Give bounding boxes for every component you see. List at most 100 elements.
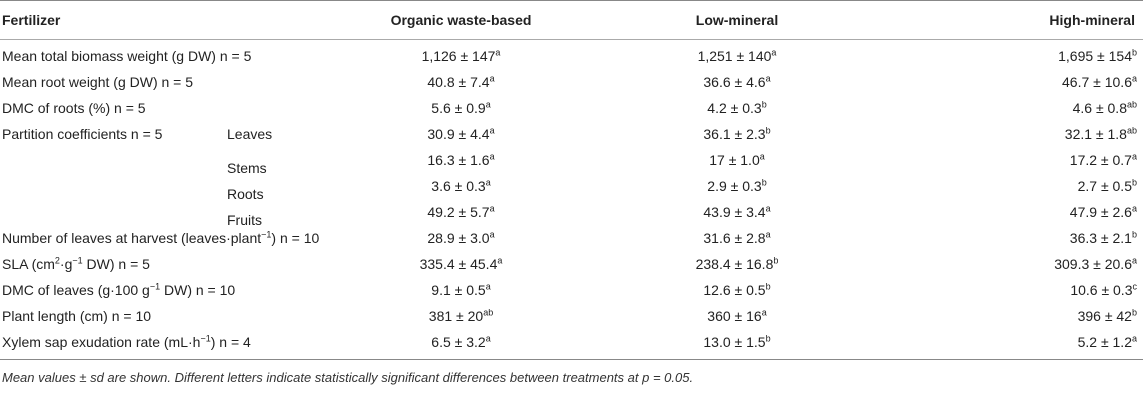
- high-mineral-value: 4.6 ± 0.8: [1072, 100, 1127, 116]
- low-mineral-value-cell: 43.9 ± 3.4a: [592, 199, 882, 225]
- row-label-cell: Number of leaves at harvest (leaves·plan…: [0, 225, 330, 251]
- low-mineral-value: 4.2 ± 0.3: [707, 100, 762, 116]
- low-mineral-value-cell: 31.6 ± 2.8a: [592, 225, 882, 251]
- header-organic: Organic waste-based: [330, 0, 592, 40]
- organic-value-cell: 3.6 ± 0.3a: [330, 173, 592, 199]
- row-label-cell: DMC of roots (%) n = 5: [0, 95, 330, 121]
- table-header: Fertilizer Organic waste-based Low-miner…: [0, 0, 1143, 40]
- row-sublabel: Leaves: [227, 126, 273, 142]
- organic-value: 30.9 ± 4.4: [427, 126, 490, 142]
- significance-letter: c: [1132, 281, 1138, 292]
- significance-letter: a: [771, 47, 777, 58]
- significance-letter: b: [1131, 229, 1137, 240]
- high-mineral-value: 17.2 ± 0.7: [1069, 152, 1132, 168]
- organic-value: 5.6 ± 0.9: [431, 100, 486, 116]
- high-mineral-value-cell: 32.1 ± 1.8ab: [882, 121, 1143, 147]
- low-mineral-value-cell: 360 ± 16a: [592, 303, 882, 329]
- significance-letter: b: [761, 177, 767, 188]
- table-body: Mean total biomass weight (g DW) n = 5 1,…: [0, 40, 1143, 360]
- low-mineral-value-cell: 36.6 ± 4.6a: [592, 69, 882, 95]
- sample-size: n = 5: [219, 48, 252, 64]
- organic-value-cell: 6.5 ± 3.2a: [330, 329, 592, 360]
- row-label: DMC of leaves (g·100 g: [2, 282, 150, 298]
- row-label-cell: DMC of leaves (g·100 g−1 DW) n = 10: [0, 277, 330, 303]
- low-mineral-value-cell: 13.0 ± 1.5b: [592, 329, 882, 360]
- significance-letter: a: [489, 125, 495, 136]
- high-mineral-value-cell: 2.7 ± 0.5b: [882, 173, 1143, 199]
- row-sublabel: Stems: [227, 160, 267, 176]
- high-mineral-value: 1,695 ± 154: [1058, 48, 1132, 64]
- organic-value-cell: 49.2 ± 5.7a: [330, 199, 592, 225]
- high-mineral-value-cell: 309.3 ± 20.6a: [882, 251, 1143, 277]
- low-mineral-value: 36.1 ± 2.3: [703, 126, 766, 142]
- low-mineral-value: 2.9 ± 0.3: [707, 178, 762, 194]
- row-label-cell: Partition coefficients n = 5 Leaves: [0, 121, 330, 147]
- low-mineral-value: 36.6 ± 4.6: [703, 74, 766, 90]
- significance-letter: ab: [1126, 99, 1137, 110]
- high-mineral-value-cell: 10.6 ± 0.3c: [882, 277, 1143, 303]
- significance-letter: a: [1131, 255, 1137, 266]
- organic-value-cell: 16.3 ± 1.6a: [330, 147, 592, 173]
- row-label: Mean total biomass weight (g DW): [2, 48, 220, 64]
- organic-value-cell: 9.1 ± 0.5a: [330, 277, 592, 303]
- row-label: SLA (cm: [2, 256, 55, 272]
- organic-value: 49.2 ± 5.7: [427, 204, 490, 220]
- significance-letter: a: [765, 229, 771, 240]
- row-label-cell: Plant length (cm) n = 10: [0, 303, 330, 329]
- organic-value: 9.1 ± 0.5: [431, 282, 486, 298]
- significance-letter: a: [495, 47, 501, 58]
- row-label-continued: DW): [82, 256, 119, 272]
- low-mineral-value: 12.6 ± 0.5: [703, 282, 766, 298]
- high-mineral-value: 2.7 ± 0.5: [1077, 178, 1132, 194]
- low-mineral-value: 238.4 ± 16.8: [695, 256, 774, 272]
- significance-letter: a: [759, 151, 765, 162]
- high-mineral-value: 36.3 ± 2.1: [1069, 230, 1132, 246]
- low-mineral-value: 13.0 ± 1.5: [703, 334, 766, 350]
- high-mineral-value: 10.6 ± 0.3: [1070, 282, 1133, 298]
- low-mineral-value-cell: 1,251 ± 140a: [592, 40, 882, 70]
- table-row: Plant length (cm) n = 10 381 ± 20ab 360 ± …: [0, 303, 1143, 329]
- high-mineral-value: 396 ± 42: [1077, 308, 1132, 324]
- significance-letter: a: [1131, 203, 1137, 214]
- low-mineral-value-cell: 4.2 ± 0.3b: [592, 95, 882, 121]
- significance-letter: a: [765, 203, 771, 214]
- row-label-cell: Xylem sap exudation rate (mL·h−1) n = 4: [0, 329, 330, 360]
- sample-size: n = 10: [195, 282, 236, 298]
- low-mineral-value-cell: 238.4 ± 16.8b: [592, 251, 882, 277]
- table-row: Partition coefficients n = 5 Leaves 30.9 ±…: [0, 121, 1143, 147]
- table-row: Mean root weight (g DW) n = 5 40.8 ± 7.4a…: [0, 69, 1143, 95]
- row-label-cell: Mean total biomass weight (g DW) n = 5: [0, 40, 330, 70]
- organic-value: 335.4 ± 45.4: [419, 256, 498, 272]
- significance-letter: a: [485, 177, 491, 188]
- organic-value-cell: 40.8 ± 7.4a: [330, 69, 592, 95]
- high-mineral-value: 46.7 ± 10.6: [1062, 74, 1132, 90]
- results-table: Fertilizer Organic waste-based Low-miner…: [0, 0, 1143, 360]
- organic-value-cell: 28.9 ± 3.0a: [330, 225, 592, 251]
- significance-letter: ab: [1126, 125, 1137, 136]
- significance-letter: ab: [483, 307, 494, 318]
- significance-letter: a: [489, 229, 495, 240]
- high-mineral-value-cell: 396 ± 42b: [882, 303, 1143, 329]
- table-row: Mean total biomass weight (g DW) n = 5 1,…: [0, 40, 1143, 70]
- significance-letter: a: [485, 333, 491, 344]
- row-label-continued: ): [271, 230, 280, 246]
- high-mineral-value-cell: 46.7 ± 10.6a: [882, 69, 1143, 95]
- significance-letter: a: [1131, 333, 1137, 344]
- row-label-continued: DW): [160, 282, 196, 298]
- header-fertilizer: Fertilizer: [0, 0, 330, 40]
- significance-letter: a: [489, 203, 495, 214]
- organic-value: 1,126 ± 147: [421, 48, 496, 64]
- significance-letter: a: [761, 307, 767, 318]
- low-mineral-value: 1,251 ± 140: [697, 48, 772, 64]
- significance-letter: b: [765, 281, 771, 292]
- high-mineral-value-cell: 17.2 ± 0.7a: [882, 147, 1143, 173]
- significance-letter: a: [485, 281, 491, 292]
- significance-letter: a: [1131, 151, 1137, 162]
- row-label-superscript: 2: [54, 255, 60, 266]
- organic-value-cell: 1,126 ± 147a: [330, 40, 592, 70]
- low-mineral-value-cell: 36.1 ± 2.3b: [592, 121, 882, 147]
- row-label: DMC of roots (%): [2, 100, 115, 116]
- table-row: SLA (cm2·g−1 DW) n = 5 335.4 ± 45.4a 238.4…: [0, 251, 1143, 277]
